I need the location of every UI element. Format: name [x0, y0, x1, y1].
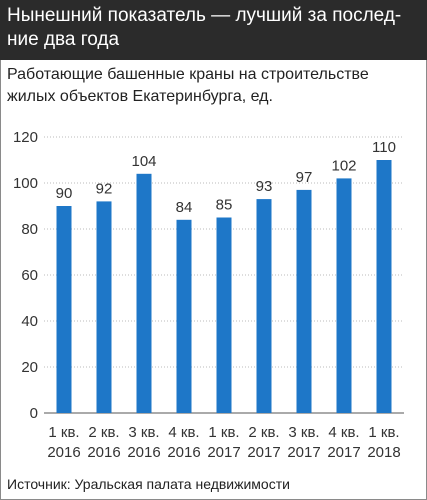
y-tick-label: 0 [30, 405, 38, 422]
bar [336, 178, 352, 413]
data-label: 92 [96, 180, 113, 197]
x-tick-label-quarter: 2 кв. [248, 424, 279, 441]
y-tick-label: 80 [21, 221, 38, 238]
data-label: 102 [331, 157, 356, 174]
title-banner: Нынешний показатель — лучший за послед- … [0, 0, 427, 60]
data-label: 110 [372, 139, 396, 156]
y-tick-label: 120 [13, 129, 38, 146]
bar [96, 201, 112, 413]
source-note: Источник: Уральская палата недвижимости [7, 476, 290, 492]
bar [256, 199, 272, 413]
bar [176, 219, 192, 413]
bar [376, 160, 392, 413]
bar [216, 217, 232, 413]
data-label: 85 [216, 197, 233, 214]
x-tick-label-year: 2017 [327, 444, 360, 461]
y-tick-label: 100 [13, 175, 38, 192]
x-tick-label-year: 2017 [207, 444, 240, 461]
bar [296, 189, 312, 413]
x-tick-label-year: 2016 [127, 444, 160, 461]
bar [136, 173, 152, 413]
chart-title: Нынешний показатель — лучший за послед- … [7, 5, 402, 50]
y-tick-label: 40 [21, 313, 38, 330]
x-tick-label-year: 2018 [367, 444, 400, 461]
x-tick-label-year: 2017 [287, 444, 320, 461]
x-tick-label-quarter: 1 кв. [208, 424, 239, 441]
data-label: 104 [131, 153, 156, 170]
data-label: 97 [296, 169, 313, 186]
x-tick-label-year: 2016 [87, 444, 120, 461]
x-tick-label-year: 2017 [247, 444, 280, 461]
x-tick-label-quarter: 2 кв. [88, 424, 119, 441]
x-tick-label-quarter: 3 кв. [128, 424, 159, 441]
bar [56, 206, 72, 413]
data-label: 93 [256, 178, 273, 195]
chart-subtitle: Работающие башенные краны на строительст… [7, 66, 369, 105]
x-tick-label-quarter: 1 кв. [48, 424, 79, 441]
data-label: 84 [176, 199, 193, 216]
data-label: 90 [56, 185, 73, 202]
x-tick-label-quarter: 4 кв. [328, 424, 359, 441]
x-tick-label-quarter: 3 кв. [288, 424, 319, 441]
y-tick-label: 20 [21, 359, 38, 376]
x-tick-label-quarter: 1 кв. [368, 424, 399, 441]
x-tick-label-quarter: 4 кв. [168, 424, 199, 441]
x-tick-label-year: 2016 [167, 444, 200, 461]
x-tick-label-year: 2016 [47, 444, 80, 461]
y-tick-label: 60 [21, 267, 38, 284]
